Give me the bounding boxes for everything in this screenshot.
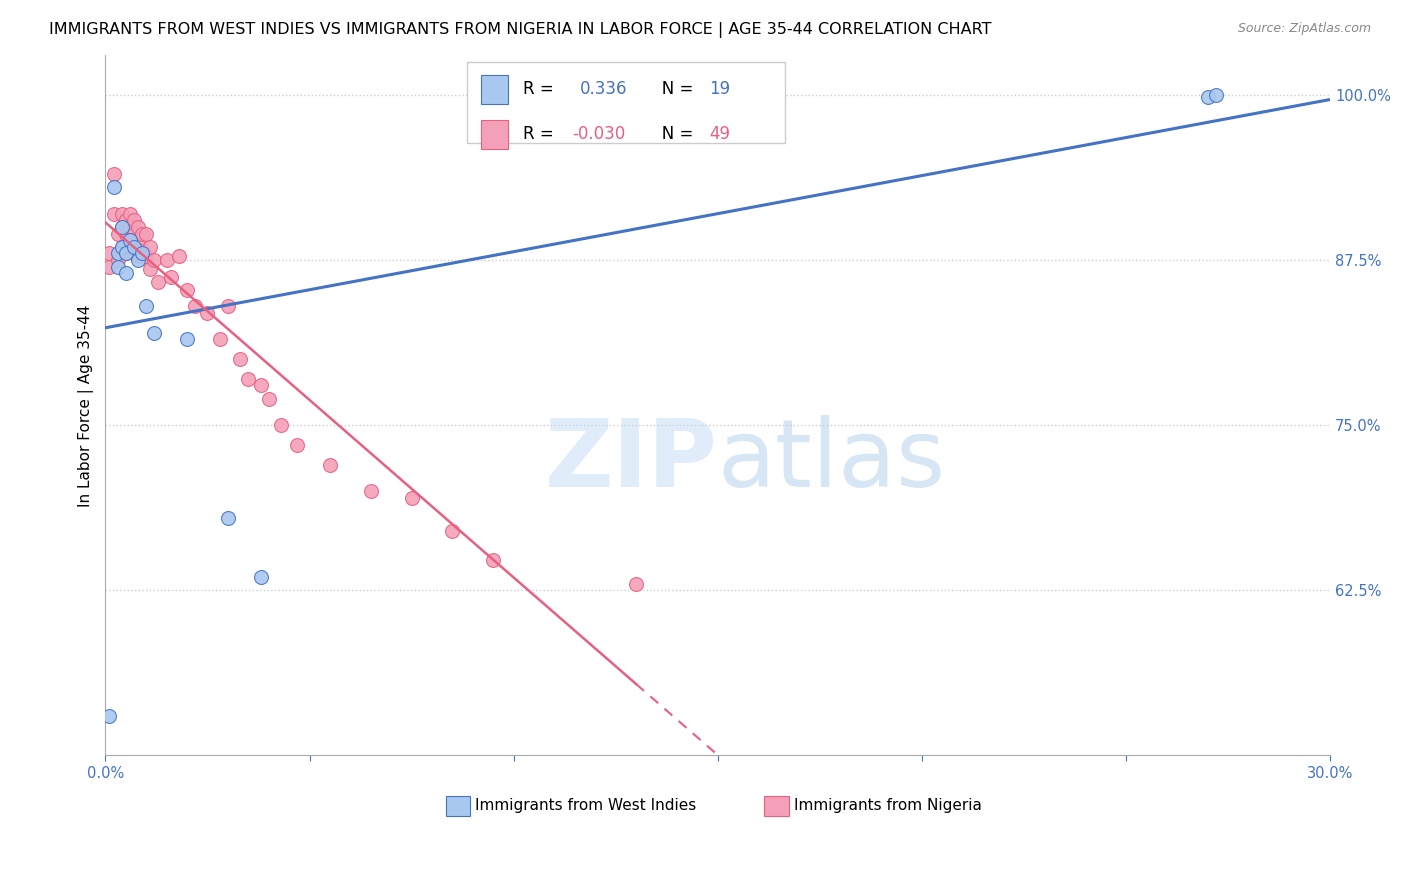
Bar	[765, 797, 789, 815]
Point	[127, 252, 149, 267]
Text: -0.030: -0.030	[572, 125, 626, 144]
Point	[143, 252, 166, 267]
Text: 0.336: 0.336	[579, 80, 627, 98]
Point	[184, 299, 207, 313]
Point	[139, 262, 162, 277]
Point	[249, 570, 271, 584]
Point	[1205, 87, 1227, 102]
Point	[107, 227, 129, 241]
Text: N =: N =	[645, 125, 699, 144]
Point	[111, 240, 134, 254]
Point	[624, 576, 647, 591]
Point	[1197, 90, 1219, 104]
Point	[114, 246, 136, 260]
Point	[127, 219, 149, 234]
Point	[111, 240, 134, 254]
Point	[122, 240, 145, 254]
Point	[114, 246, 136, 260]
Point	[217, 510, 239, 524]
Text: R =: R =	[523, 125, 560, 144]
Point	[127, 249, 149, 263]
Point	[257, 392, 280, 406]
Text: IMMIGRANTS FROM WEST INDIES VS IMMIGRANTS FROM NIGERIA IN LABOR FORCE | AGE 35-4: IMMIGRANTS FROM WEST INDIES VS IMMIGRANT…	[49, 22, 991, 38]
Text: ZIP: ZIP	[546, 416, 718, 508]
Text: Immigrants from Nigeria: Immigrants from Nigeria	[794, 798, 981, 814]
Point	[103, 180, 125, 194]
Point	[148, 276, 170, 290]
Point	[114, 227, 136, 241]
Bar	[481, 120, 509, 149]
Point	[482, 553, 505, 567]
Y-axis label: In Labor Force | Age 35-44: In Labor Force | Age 35-44	[79, 304, 94, 507]
Point	[401, 491, 423, 505]
Point	[143, 326, 166, 340]
Point	[118, 233, 141, 247]
Point	[197, 306, 219, 320]
Point	[103, 167, 125, 181]
Point	[270, 418, 292, 433]
Point	[208, 332, 231, 346]
Point	[360, 484, 382, 499]
Point	[98, 709, 121, 723]
Point	[107, 260, 129, 274]
Point	[111, 219, 134, 234]
Text: 49: 49	[709, 125, 730, 144]
Point	[127, 233, 149, 247]
Point	[98, 260, 121, 274]
Point	[118, 235, 141, 250]
Point	[107, 246, 129, 260]
Point	[238, 372, 260, 386]
Point	[159, 270, 181, 285]
Point	[139, 240, 162, 254]
Point	[103, 207, 125, 221]
Bar	[467, 62, 785, 143]
Point	[107, 252, 129, 267]
Point	[167, 249, 190, 263]
Point	[441, 524, 464, 538]
Point	[176, 284, 198, 298]
Point	[131, 246, 153, 260]
Point	[118, 219, 141, 234]
Point	[122, 227, 145, 241]
Text: R =: R =	[523, 80, 564, 98]
Point	[285, 438, 308, 452]
Point	[122, 213, 145, 227]
Point	[135, 227, 157, 241]
Point	[131, 244, 153, 258]
Bar	[446, 797, 471, 815]
Point	[176, 332, 198, 346]
Point	[111, 219, 134, 234]
Text: Immigrants from West Indies: Immigrants from West Indies	[475, 798, 696, 814]
Text: atlas: atlas	[718, 416, 946, 508]
Point	[98, 246, 121, 260]
Point	[229, 352, 252, 367]
Point	[135, 249, 157, 263]
Point	[249, 378, 271, 392]
Point	[135, 299, 157, 313]
Text: N =: N =	[645, 80, 699, 98]
Point	[114, 266, 136, 280]
Point	[156, 252, 179, 267]
Text: Source: ZipAtlas.com: Source: ZipAtlas.com	[1237, 22, 1371, 36]
Text: 19: 19	[709, 80, 730, 98]
Point	[118, 207, 141, 221]
Point	[122, 246, 145, 260]
Point	[131, 227, 153, 241]
Point	[319, 458, 342, 472]
Point	[111, 207, 134, 221]
Bar	[481, 75, 509, 104]
Point	[114, 213, 136, 227]
Point	[217, 299, 239, 313]
